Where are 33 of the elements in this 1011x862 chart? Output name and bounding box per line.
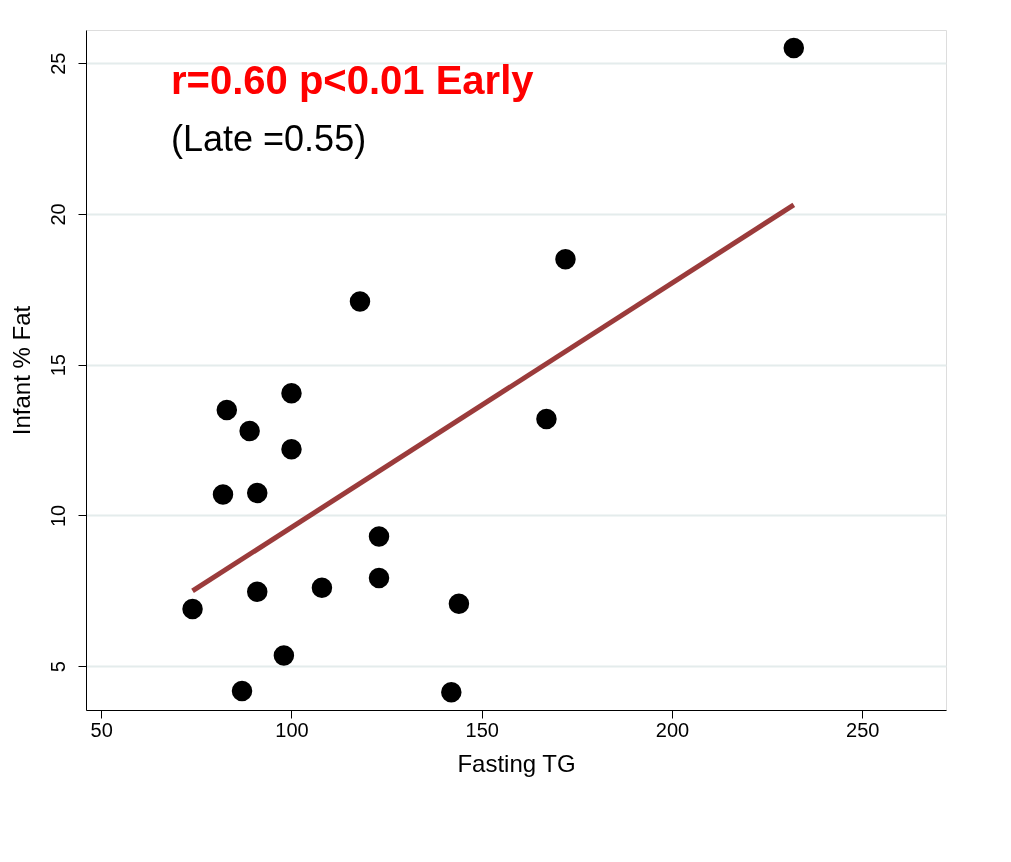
point (368, 567, 390, 589)
x-tick-label: 50 (90, 718, 113, 741)
point (239, 420, 260, 442)
x-tick-label: 250 (846, 718, 880, 741)
point (273, 645, 295, 666)
point (536, 408, 557, 430)
y-tick-label: 15 (46, 354, 69, 377)
point (555, 248, 576, 270)
point (349, 291, 371, 312)
x-tick-label: 150 (465, 718, 499, 741)
point (216, 399, 238, 421)
point (281, 438, 302, 460)
point (182, 598, 203, 620)
y-tick-label: 25 (46, 52, 69, 75)
x-tick-label: 200 (655, 718, 690, 741)
point (441, 681, 462, 703)
point (311, 577, 333, 599)
point (212, 484, 234, 505)
y-tick-label: 10 (46, 504, 69, 528)
point (783, 37, 805, 59)
point (246, 482, 268, 504)
point (246, 581, 268, 603)
y-tick-label: 5 (46, 661, 69, 673)
x-axis-title: Fasting TG (457, 749, 576, 777)
point (448, 593, 470, 615)
annotation: r=0.60 p<0.01 Early (171, 58, 535, 102)
point (231, 680, 253, 702)
y-axis-title: Infant % Fat (7, 305, 35, 436)
point (368, 526, 390, 547)
x-tick-label: 100 (275, 718, 309, 741)
y-tick-label: 20 (46, 203, 69, 226)
annotation: (Late =0.55) (171, 118, 367, 159)
point (281, 383, 302, 404)
